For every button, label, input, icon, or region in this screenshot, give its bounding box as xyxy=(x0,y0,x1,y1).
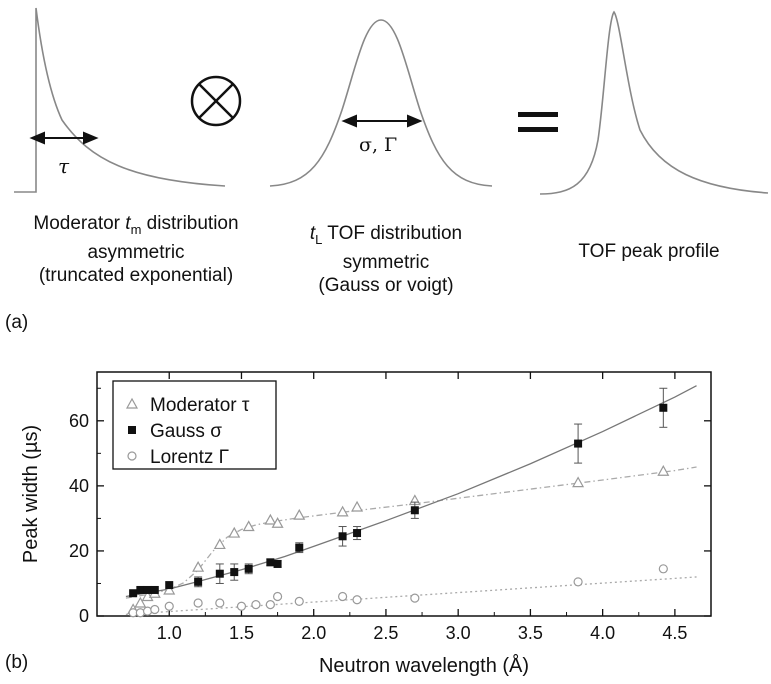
panel-a-label: (a) xyxy=(5,312,29,333)
data-point-square xyxy=(143,585,152,594)
plot-frame xyxy=(96,371,712,617)
y-axis-label: Peak width (µs) xyxy=(20,425,42,563)
sigma-gamma-width-arrow xyxy=(341,114,423,128)
data-point-triangle xyxy=(134,596,147,608)
data-point-circle xyxy=(265,600,275,610)
data-point-square xyxy=(659,403,668,412)
x-axis-label: Neutron wavelength (Å) xyxy=(319,654,529,677)
legend-label: Moderator τ xyxy=(150,395,250,416)
fit-line-square xyxy=(125,385,697,598)
legend-label: Lorentz Γ xyxy=(150,447,229,468)
x-tick-label: 3.5 xyxy=(518,623,543,643)
moderator-caption: Moderator tm distribution asymmetric (tr… xyxy=(0,212,272,287)
data-point-circle xyxy=(658,564,668,574)
data-point-circle xyxy=(338,591,348,602)
data-point-square xyxy=(244,564,253,573)
data-point-circle xyxy=(352,595,362,605)
data-point-square xyxy=(136,585,145,594)
legend-marker xyxy=(128,426,136,434)
moderator-distribution-curve xyxy=(14,7,226,193)
tof-gaussian-curve xyxy=(269,19,493,187)
data-point-circle xyxy=(294,596,304,606)
data-point-square xyxy=(295,543,304,552)
fit-line-triangle xyxy=(125,466,697,599)
x-tick-label: 2.0 xyxy=(301,623,326,643)
data-point-square xyxy=(230,568,239,577)
data-point-circle xyxy=(215,598,225,608)
data-point-square xyxy=(266,558,275,567)
data-point-triangle xyxy=(336,505,349,517)
data-point-square xyxy=(338,532,347,541)
data-point-circle xyxy=(410,593,420,603)
data-point-triangle xyxy=(264,513,277,525)
legend-box xyxy=(112,380,277,470)
legend-marker xyxy=(125,397,139,409)
data-point-triangle xyxy=(213,538,226,550)
y-tick-label: 40 xyxy=(69,476,89,496)
result-caption-line1: TOF peak profile xyxy=(578,241,720,262)
data-point-square xyxy=(194,577,203,586)
data-point-square xyxy=(273,559,282,568)
data-point-square xyxy=(574,439,583,448)
data-point-square xyxy=(165,581,174,590)
data-point-circle xyxy=(164,601,174,611)
sigma-gamma-label: σ, Γ xyxy=(359,134,398,156)
equals-symbol-icon xyxy=(518,112,558,132)
tof-peak-profile-curve xyxy=(539,10,769,195)
result-caption: TOF peak profile xyxy=(554,240,744,263)
x-tick-label: 2.5 xyxy=(373,623,398,643)
moderator-caption-line3: (truncated exponential) xyxy=(38,264,234,286)
y-tick-label: 20 xyxy=(69,541,89,561)
legend-marker xyxy=(127,451,137,461)
data-point-circle xyxy=(236,601,247,611)
moderator-caption-line1: Moderator tm distribution xyxy=(33,213,239,237)
data-point-triangle xyxy=(228,526,241,538)
moderator-caption-line2: asymmetric xyxy=(87,241,185,263)
tof-caption-line3: (Gauss or voigt) xyxy=(318,274,454,296)
data-point-circle xyxy=(150,604,160,615)
tau-width-arrow xyxy=(29,131,99,145)
x-tick-label: 3.0 xyxy=(446,623,471,643)
data-point-square xyxy=(353,529,362,538)
data-point-triangle xyxy=(657,464,670,476)
data-point-circle xyxy=(272,591,283,602)
tof-caption-line2: symmetric xyxy=(342,251,430,273)
data-point-circle xyxy=(251,600,261,610)
data-point-triangle xyxy=(271,517,284,528)
tof-caption: tL TOF distribution symmetric (Gauss or … xyxy=(280,222,492,297)
panel-b-label: (b) xyxy=(5,652,29,673)
tof-caption-line1: tL TOF distribution xyxy=(309,223,463,247)
data-point-triangle xyxy=(351,500,364,512)
x-tick-label: 4.5 xyxy=(662,623,687,643)
data-point-square xyxy=(410,506,419,515)
y-tick-label: 60 xyxy=(69,411,89,431)
data-point-square xyxy=(129,589,138,598)
y-tick-label: 0 xyxy=(79,606,89,626)
tau-label: τ xyxy=(58,154,70,178)
data-point-square xyxy=(215,569,224,578)
x-tick-label: 4.0 xyxy=(590,623,615,643)
x-tick-label: 1.5 xyxy=(229,623,254,643)
data-point-circle xyxy=(193,598,203,608)
data-point-triangle xyxy=(163,583,176,595)
data-point-triangle xyxy=(572,476,585,488)
data-point-triangle xyxy=(192,560,205,572)
data-point-square xyxy=(150,585,159,594)
data-point-triangle xyxy=(242,520,255,532)
data-point-triangle xyxy=(293,508,306,520)
x-tick-label: 1.0 xyxy=(157,623,182,643)
convolution-symbol-icon xyxy=(190,75,242,127)
legend-label: Gauss σ xyxy=(150,421,222,442)
data-point-circle xyxy=(573,577,583,587)
